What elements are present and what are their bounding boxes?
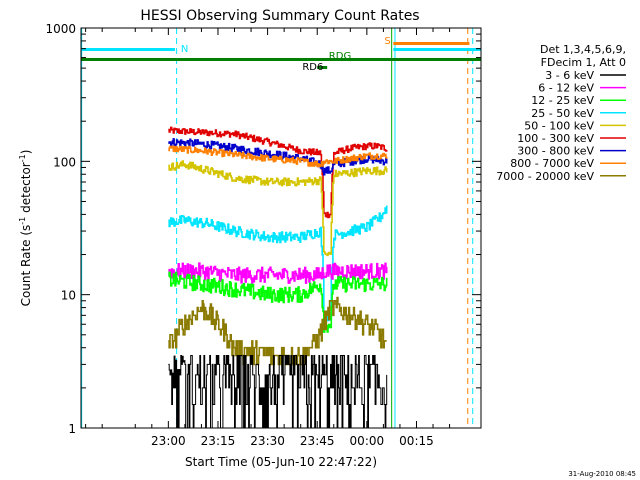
y-axis-label: Count Rate (s-1 detector-1) bbox=[18, 150, 33, 307]
series-line-6 bbox=[168, 271, 388, 333]
legend-header-2: FDecim 1, Att 0 bbox=[541, 56, 626, 69]
x-tick-label-0: 23:00 bbox=[151, 434, 186, 448]
x-tick-label-5: 00:15 bbox=[399, 434, 434, 448]
annotation-n: N bbox=[181, 44, 188, 55]
series-line-5 bbox=[168, 262, 388, 284]
y-tick-label-0: 1 bbox=[68, 422, 76, 436]
legend-label-0: 3 - 6 keV bbox=[545, 69, 594, 82]
x-tick-label-2: 23:30 bbox=[250, 434, 285, 448]
axes: 23:00 23:15 23:30 23:45 00:00 00:15 1 10 100 1000 bbox=[45, 22, 481, 448]
status-bar-orange-right bbox=[393, 42, 470, 45]
annotation-rdg: RDG bbox=[329, 51, 351, 62]
x-tick-label-3: 23:45 bbox=[300, 434, 335, 448]
legend-label-8: 7000 - 20000 keV bbox=[496, 170, 594, 183]
status-bar-cyan-right bbox=[393, 48, 481, 51]
plot-area: N S RDG RD6 bbox=[81, 28, 481, 428]
legend-label-5: 100 - 300 keV bbox=[517, 132, 594, 145]
x-axis-label: Start Time (05-Jun-10 22:47:22) bbox=[185, 455, 377, 469]
legend-label-3: 25 - 50 keV bbox=[531, 107, 594, 120]
x-tick-label-1: 23:15 bbox=[201, 434, 236, 448]
annotation-s: S bbox=[384, 36, 390, 47]
y-tick-label-3: 1000 bbox=[45, 22, 76, 36]
y-tick-label-2: 100 bbox=[53, 155, 76, 169]
status-bar-cyan-left bbox=[81, 48, 175, 51]
legend-label-1: 6 - 12 keV bbox=[538, 82, 594, 95]
footer-timestamp: 31-Aug-2010 08:45 bbox=[568, 470, 636, 478]
series-line-3 bbox=[168, 160, 388, 257]
plot-frame bbox=[80, 27, 482, 429]
status-bar-rdg bbox=[327, 58, 344, 61]
x-tick-label-4: 00:00 bbox=[350, 434, 385, 448]
legend-label-6: 300 - 800 keV bbox=[517, 145, 594, 158]
series-line-7 bbox=[168, 296, 387, 366]
chart-title: HESSI Observing Summary Count Rates bbox=[140, 8, 419, 24]
legend-label-2: 12 - 25 keV bbox=[531, 94, 594, 107]
series-line-0 bbox=[168, 126, 388, 219]
y-tick-label-1: 10 bbox=[61, 289, 76, 303]
annotation-rd6: RD6 bbox=[302, 62, 323, 73]
legend-label-4: 50 - 100 keV bbox=[524, 119, 594, 132]
legend-header-1: Det 1,3,4,5,6,9, bbox=[540, 43, 626, 56]
status-bar-green bbox=[81, 58, 481, 61]
legend-label-7: 800 - 7000 keV bbox=[510, 157, 594, 170]
series-line-8 bbox=[168, 355, 388, 428]
series-line-4 bbox=[168, 205, 388, 322]
series-line-2 bbox=[168, 145, 388, 168]
status-bar-rd6 bbox=[317, 66, 328, 69]
